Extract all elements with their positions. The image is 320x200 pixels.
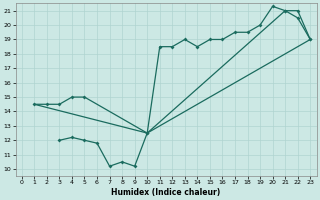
X-axis label: Humidex (Indice chaleur): Humidex (Indice chaleur) [111,188,221,197]
